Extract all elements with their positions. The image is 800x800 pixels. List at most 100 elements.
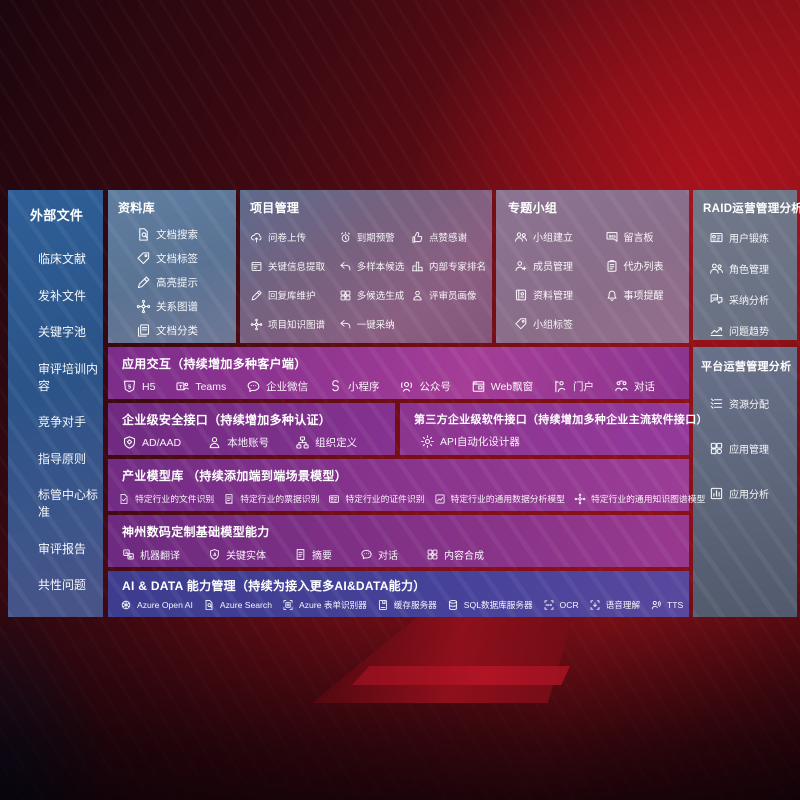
feature-label: 留言板 [623,233,654,244]
id-card-icon [328,493,340,505]
highlight-icon [136,275,151,290]
ranking-icon [411,260,424,273]
ai-data-capability-row: AI & DATA 能力管理（持续为接入更多AI&DATA能力） Azure O… [108,571,689,617]
feature-item: 特定行业的证件识别 [328,492,425,505]
list-item: 审评报告 [38,541,87,556]
feature-item: 多候选生成 [339,288,407,302]
translate-icon [122,548,135,561]
openai-icon [120,599,132,611]
feature-item: H5 [122,379,155,394]
feature-label: 项目知识图谱 [268,320,326,331]
trend-chart-icon [709,323,724,338]
speech-arrow-icon [589,599,601,611]
feature-label: 特定行业的通用数据分析模型 [450,494,565,504]
feature-label: 事项提醒 [623,291,664,302]
feature-label: 对话 [633,381,655,393]
feature-item: 项目知识图谱 [250,317,335,331]
feature-item: 回复库维护 [250,288,335,302]
feature-item: 关键实体 [208,547,266,562]
monitor-stand-shadow [312,613,574,703]
feature-item: TTS [650,599,683,611]
feature-label: 高亮提示 [156,277,198,289]
feature-item: Teams [175,379,226,394]
feature-label: 特定行业的证件识别 [345,494,425,504]
feature-item: Web飘窗 [471,379,533,394]
feature-label: 企业微信 [266,381,309,393]
external-files-panel: 外部文件 临床文献 发补文件 关键字池 审评培训内容 竞争对手 指导原则 标管中心标准 审评报… [8,190,103,617]
feature-label: 机器翻译 [140,551,180,562]
topic-group-items: 小组建立 留言板 成员管理 代办列表 资料管理 事项提醒 小组标签 [514,229,685,331]
mini-program-icon [328,379,343,394]
enterprise-security-row: 企业级安全接口（持续增加多种认证） AD/AAD 本地账号 组织定义 [108,403,395,455]
feature-item: 小程序 [328,379,380,394]
feature-item: 小组标签 [514,316,599,331]
alarm-icon [339,231,352,244]
feature-label: 点赞感谢 [428,233,467,244]
qa-chat-icon [709,292,724,307]
feature-label: 文档分类 [156,325,198,337]
feature-label: Teams [195,380,227,393]
feature-item: 一键采纳 [339,317,407,331]
feature-label: OCR [559,600,579,610]
security-items: AD/AAD 本地账号 组织定义 [122,435,381,450]
form-brackets-icon [282,599,294,611]
sql-db-icon [447,599,459,611]
row-title: 应用交互（持续增加多种客户端） [122,357,307,371]
panel-title: 外部文件 [30,208,84,223]
feature-item: 机器翻译 [122,547,180,562]
feature-label: 缓存服务器 [393,600,437,610]
feature-label: 本地账号 [227,437,270,449]
list-item: 临床文献 [38,252,87,266]
feature-item: Azure Open AI [120,599,193,611]
feature-item: 多样本候选 [339,259,407,273]
chat-dots-icon [246,379,261,394]
summary-doc-icon [294,548,307,561]
feature-label: 摘要 [312,551,332,562]
feature-item: 问卷上传 [250,230,335,244]
album-icon [514,288,528,302]
chat-dots-icon [360,548,373,561]
doc-search-icon [203,599,215,611]
feature-label: 组织定义 [315,437,358,449]
web-window-icon [471,379,486,394]
graph-icon [574,493,586,505]
list-item: 竞争对手 [38,415,87,429]
feature-item: 企业微信 [246,379,308,394]
org-icon [295,435,310,450]
feature-item: 特定行业的文件识别 [118,492,214,505]
cache-book-icon [377,599,389,611]
bbs-icon [605,230,619,244]
feature-item: 应用管理 [709,441,797,456]
feature-label: 特定行业的票据识别 [240,494,320,504]
feature-item: Azure Search [203,599,272,611]
feature-label: 资料管理 [533,291,573,302]
feature-item: SQL数据库服务器 [447,599,533,611]
feature-label: 内部专家排名 [428,262,486,273]
feature-item: 特定行业的票据识别 [223,492,319,505]
app-interaction-row: 应用交互（持续增加多种客户端） H5 Teams 企业微信 小程序 公众号 Web飘窗 门户… [108,347,689,399]
feature-label: Azure Open AI [137,600,193,610]
feature-item: 特定行业的通用数据分析模型 [434,492,565,505]
feature-item: 采纳分析 [709,292,797,307]
panel-title: 平台运营管理分析 [701,361,792,373]
row-title: 神州数码定制基础模型能力 [122,525,270,539]
feature-item: 文档分类 [136,323,236,338]
feature-label: 门户 [573,381,595,393]
feature-item: 门户 [553,379,594,394]
teams-icon [175,379,190,394]
people-icon [709,261,724,276]
feature-item: 评审员画像 [411,288,486,302]
feature-label: Azure 表单识别器 [298,600,367,610]
feature-item: 成员管理 [514,258,599,273]
feature-label: 问题趋势 [729,327,769,338]
feature-item: 文档标签 [136,251,236,266]
feature-label: 应用管理 [729,445,769,456]
image-chart-icon [434,493,446,505]
entity-shield-icon [208,548,221,561]
feature-label: 小组建立 [533,233,573,244]
feature-label: 应用分析 [729,490,769,501]
project-items: 问卷上传 到期预警 点赞感谢 关键信息提取 多样本候选 内部专家排名 回复库维护 多候选生成 评… [250,230,486,331]
raid-analysis-panel: RAID运营管理分析 用户锻炼 角色管理 采纳分析 问题趋势 [693,190,800,340]
feature-item: Azure 表单识别器 [282,599,367,611]
